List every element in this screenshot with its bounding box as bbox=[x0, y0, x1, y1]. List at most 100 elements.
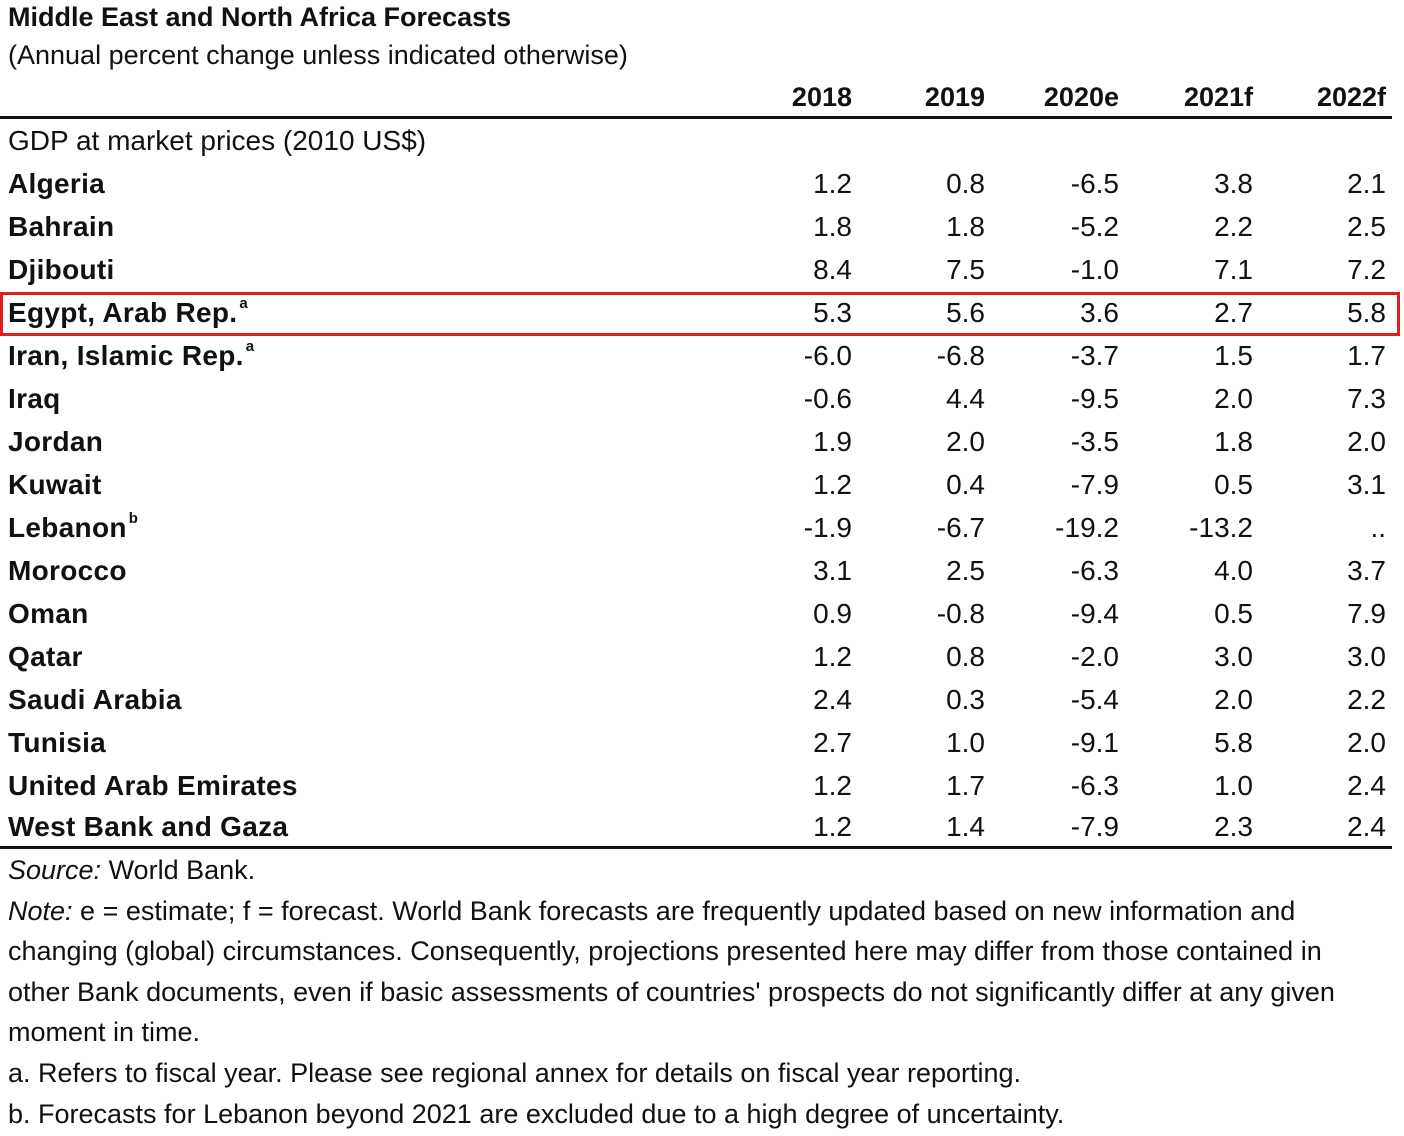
table-cell: -6.0 bbox=[803, 340, 852, 371]
section-label: GDP at market prices (2010 US$) bbox=[8, 125, 427, 156]
table-cell: 1.5 bbox=[1214, 340, 1253, 371]
row-label: Oman bbox=[8, 592, 89, 635]
source-note: Source: World Bank. bbox=[8, 850, 1388, 891]
table-cell: 1.2 bbox=[813, 811, 852, 842]
row-label: Egypt, Arab Rep. a bbox=[8, 291, 248, 334]
table-cell: 2.0 bbox=[1347, 727, 1386, 758]
row-label-text: Tunisia bbox=[8, 727, 107, 758]
table-cell: .. bbox=[1370, 512, 1386, 543]
row-label-text: West Bank and Gaza bbox=[8, 811, 289, 842]
table-cell: -1.0 bbox=[1070, 254, 1119, 285]
row-label-text: Algeria bbox=[8, 168, 106, 199]
footer-rule bbox=[0, 846, 1392, 849]
table-cell: 1.2 bbox=[813, 641, 852, 672]
table-cell: -9.5 bbox=[1070, 383, 1119, 414]
table-cell: 7.3 bbox=[1347, 383, 1386, 414]
table-cell: 2.2 bbox=[1347, 684, 1386, 715]
table-cell: 3.7 bbox=[1347, 555, 1386, 586]
table-cell: -6.7 bbox=[936, 512, 985, 543]
column-header: 2022f bbox=[1316, 82, 1386, 112]
table-cell: 7.1 bbox=[1214, 254, 1253, 285]
footnote-a: a. Refers to fiscal year. Please see reg… bbox=[8, 1057, 1022, 1088]
table-cell: -19.2 bbox=[1055, 512, 1119, 543]
table-row: Djibouti 8.4 7.5 -1.0 7.1 7.2 bbox=[0, 248, 1404, 291]
table-cell: 3.1 bbox=[1347, 469, 1386, 500]
table-cell: 3.1 bbox=[813, 555, 852, 586]
table-cell: -9.1 bbox=[1070, 727, 1119, 758]
table-cell: 1.0 bbox=[946, 727, 985, 758]
footnote-marker: b bbox=[128, 509, 139, 527]
note-text: e = estimate; f = forecast. World Bank f… bbox=[8, 895, 1335, 1048]
table-cell: 1.7 bbox=[946, 770, 985, 801]
table-cell: -0.8 bbox=[936, 598, 985, 629]
table-row: Egypt, Arab Rep. a 5.3 5.6 3.6 2.7 5.8 bbox=[0, 291, 1404, 334]
row-label: Jordan bbox=[8, 420, 103, 463]
table-cell: 5.3 bbox=[813, 297, 852, 328]
source-label: Source: bbox=[8, 855, 102, 885]
row-label: Qatar bbox=[8, 635, 83, 678]
footnote-marker: a bbox=[239, 294, 249, 312]
header-rule bbox=[0, 116, 1392, 119]
row-label: Morocco bbox=[8, 549, 127, 592]
table-cell: 7.9 bbox=[1347, 598, 1386, 629]
table-cell: -2.0 bbox=[1070, 641, 1119, 672]
row-label: Lebanon b bbox=[8, 506, 138, 549]
table-cell: 1.4 bbox=[946, 811, 985, 842]
row-label: Iraq bbox=[8, 377, 61, 420]
row-label-text: Morocco bbox=[8, 555, 127, 586]
table-cell: 0.5 bbox=[1214, 598, 1253, 629]
table-cell: -6.3 bbox=[1070, 770, 1119, 801]
table-cell: 0.8 bbox=[946, 641, 985, 672]
table-cell: -5.2 bbox=[1070, 211, 1119, 242]
column-header: 2021f bbox=[1183, 82, 1253, 112]
column-header-row: 2018 2019 2020e 2021f 2022f bbox=[0, 76, 1404, 119]
table-cell: -6.5 bbox=[1070, 168, 1119, 199]
table-cell: -3.5 bbox=[1070, 426, 1119, 457]
table-cell: 3.0 bbox=[1347, 641, 1386, 672]
table-cell: 2.0 bbox=[1347, 426, 1386, 457]
table-cell: -3.7 bbox=[1070, 340, 1119, 371]
table-cell: 8.4 bbox=[813, 254, 852, 285]
row-label-text: United Arab Emirates bbox=[8, 770, 298, 801]
table-cell: -0.6 bbox=[803, 383, 852, 414]
table-row: Iraq -0.6 4.4 -9.5 2.0 7.3 bbox=[0, 377, 1404, 420]
table-row: Saudi Arabia 2.4 0.3 -5.4 2.0 2.2 bbox=[0, 678, 1404, 721]
table-cell: 1.8 bbox=[946, 211, 985, 242]
table-cell: 3.8 bbox=[1214, 168, 1253, 199]
table-cell: 1.0 bbox=[1214, 770, 1253, 801]
row-label: Saudi Arabia bbox=[8, 678, 182, 721]
table-cell: 2.7 bbox=[1214, 297, 1253, 328]
table-cell: 2.1 bbox=[1347, 168, 1386, 199]
table-cell: 2.5 bbox=[1347, 211, 1386, 242]
row-label-text: Iraq bbox=[8, 383, 61, 414]
table-row: Qatar 1.2 0.8 -2.0 3.0 3.0 bbox=[0, 635, 1404, 678]
table-row: Iran, Islamic Rep. a -6.0 -6.8 -3.7 1.5 1.7 bbox=[0, 334, 1404, 377]
row-label-text: Iran, Islamic Rep. bbox=[8, 340, 244, 371]
table-title: Middle East and North Africa Forecasts bbox=[8, 2, 512, 32]
table-cell: 2.3 bbox=[1214, 811, 1253, 842]
row-label-text: Saudi Arabia bbox=[8, 684, 182, 715]
table-cell: 5.8 bbox=[1347, 297, 1386, 328]
table-cell: 0.3 bbox=[946, 684, 985, 715]
table-cell: 0.5 bbox=[1214, 469, 1253, 500]
row-label: West Bank and Gaza bbox=[8, 805, 288, 848]
row-label-text: Egypt, Arab Rep. bbox=[8, 297, 238, 328]
column-header: 2020e bbox=[1043, 82, 1119, 112]
table-row: Bahrain 1.8 1.8 -5.2 2.2 2.5 bbox=[0, 205, 1404, 248]
general-note: Note: e = estimate; f = forecast. World … bbox=[8, 891, 1388, 1053]
table-subtitle: (Annual percent change unless indicated … bbox=[8, 40, 628, 70]
table-cell: 3.6 bbox=[1080, 297, 1119, 328]
table-row: Oman 0.9 -0.8 -9.4 0.5 7.9 bbox=[0, 592, 1404, 635]
table-cell: 2.2 bbox=[1214, 211, 1253, 242]
table-row: United Arab Emirates 1.2 1.7 -6.3 1.0 2.4 bbox=[0, 764, 1404, 807]
highlight-box bbox=[0, 292, 1400, 336]
row-label: United Arab Emirates bbox=[8, 764, 298, 807]
table-notes: Source: World Bank. Note: e = estimate; … bbox=[8, 850, 1388, 1134]
table-cell: 0.8 bbox=[946, 168, 985, 199]
table-cell: -1.9 bbox=[803, 512, 852, 543]
row-label-text: Qatar bbox=[8, 641, 83, 672]
table-row: Morocco 3.1 2.5 -6.3 4.0 3.7 bbox=[0, 549, 1404, 592]
row-label: Djibouti bbox=[8, 248, 115, 291]
row-label-text: Bahrain bbox=[8, 211, 115, 242]
table-cell: 4.4 bbox=[946, 383, 985, 414]
